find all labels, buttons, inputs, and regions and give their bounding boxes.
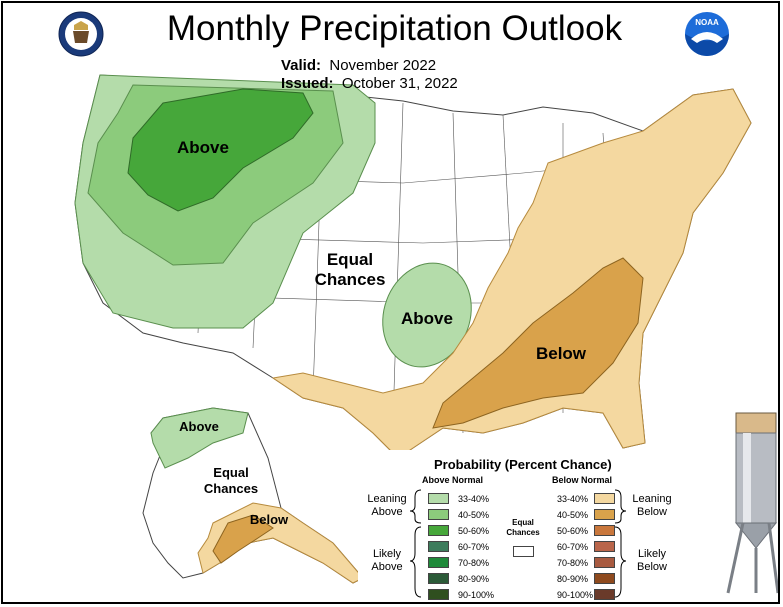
issued-line: Issued: October 31, 2022	[281, 75, 458, 92]
brace-likely-above	[409, 526, 422, 598]
below-row-label: 50-60%	[557, 526, 589, 536]
brace-leaning-below	[614, 489, 627, 524]
brace-leaning-above	[409, 489, 422, 524]
above-row-swatch	[428, 557, 449, 568]
leaning-above-line2: Above	[371, 506, 403, 518]
leaning-below-line2: Below	[637, 506, 667, 518]
page-title: Monthly Precipitation Outlook	[166, 9, 623, 48]
equal-chances-line2: Chances	[506, 528, 540, 537]
above-row-label: 90-100%	[458, 590, 495, 600]
legend-below-header: Below Normal	[552, 475, 613, 485]
label-equal-line2: Chances	[315, 270, 386, 289]
issued-value: October 31, 2022	[341, 75, 458, 92]
below-row-swatch	[594, 573, 615, 584]
below-row-label: 40-50%	[557, 510, 589, 520]
equal-chances-line1: Equal	[512, 518, 534, 527]
legend-leaning-below: Leaning Below	[630, 493, 674, 519]
above-row-label: 40-50%	[458, 510, 490, 520]
below-row-label: 60-70%	[557, 542, 589, 552]
label-below-alaska: Below	[250, 512, 289, 527]
commerce-seal-icon	[58, 11, 104, 57]
legend-title: Probability (Percent Chance)	[434, 457, 612, 472]
below-row-label: 70-80%	[557, 558, 589, 568]
alaska-below-mid	[212, 514, 274, 564]
likely-below-line2: Below	[637, 561, 667, 573]
leaning-below-line1: Leaning	[632, 493, 672, 505]
below-row-label: 33-40%	[557, 494, 589, 504]
precipitation-map: Above Equal Chances Above Below Above Eq…	[58, 11, 778, 600]
above-row-label: 80-90%	[458, 574, 490, 584]
above-central	[382, 262, 472, 368]
above-row-swatch	[428, 509, 449, 520]
alaska-above	[150, 407, 249, 469]
above-row-label: 70-80%	[458, 558, 490, 568]
below-row-swatch	[594, 509, 615, 520]
below-row-swatch	[594, 589, 615, 600]
above-row-swatch	[428, 589, 449, 600]
above-row-swatch	[428, 525, 449, 536]
svg-text:NOAA: NOAA	[695, 18, 719, 27]
likely-below-line1: Likely	[637, 548, 667, 560]
below-row-swatch	[594, 557, 615, 568]
below-row-swatch	[594, 541, 615, 552]
above-dark-nw	[127, 88, 314, 212]
label-above-central: Above	[401, 309, 453, 328]
label-below-se: Below	[536, 344, 587, 363]
legend-box	[358, 450, 683, 600]
below-row-label: 90-100%	[557, 590, 594, 600]
valid-label: Valid:	[281, 57, 322, 74]
above-row-label: 50-60%	[458, 526, 490, 536]
issued-label: Issued:	[281, 75, 334, 92]
label-equal-alaska-line2: Chances	[204, 481, 258, 496]
legend-above-header: Above Normal	[422, 475, 484, 485]
below-mid-se	[432, 257, 644, 429]
label-equal-alaska-line1: Equal	[213, 465, 248, 480]
above-row-swatch	[428, 573, 449, 584]
legend-likely-above: Likely Above	[365, 548, 409, 574]
below-row-swatch	[594, 525, 615, 536]
above-row-swatch	[428, 541, 449, 552]
brace-likely-below	[614, 526, 627, 598]
noaa-logo-icon: NOAA	[685, 12, 729, 56]
valid-value: November 2022	[329, 57, 437, 74]
legend-leaning-above: Leaning Above	[365, 493, 409, 519]
below-row-label: 80-90%	[557, 574, 589, 584]
label-above-nw: Above	[177, 138, 229, 157]
above-row-label: 33-40%	[458, 494, 490, 504]
above-row-label: 60-70%	[458, 542, 490, 552]
likely-above-line2: Above	[371, 561, 403, 573]
leaning-above-line1: Leaning	[367, 493, 407, 505]
above-row-swatch	[428, 493, 449, 504]
legend-equal-swatch	[513, 546, 534, 557]
label-equal-line1: Equal	[327, 250, 373, 269]
below-row-swatch	[594, 493, 615, 504]
below-light-east	[271, 88, 752, 459]
rain-gauge-icon	[726, 412, 778, 594]
likely-above-line1: Likely	[372, 548, 402, 560]
label-above-alaska: Above	[179, 419, 219, 434]
legend-likely-below: Likely Below	[630, 548, 674, 574]
legend-equal-chances: Equal Chances	[503, 518, 543, 538]
valid-line: Valid: November 2022	[281, 57, 436, 74]
